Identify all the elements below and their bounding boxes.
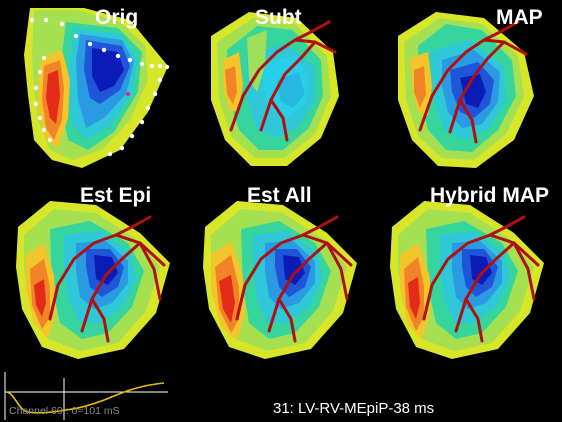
panel-title: Subt bbox=[255, 6, 302, 29]
heart-map-est-all bbox=[203, 201, 357, 359]
panel-orig: Orig bbox=[0, 0, 187, 185]
heart-map-orig bbox=[24, 8, 170, 168]
panel-title: Est Epi bbox=[80, 184, 152, 207]
panel-est-all: Est All bbox=[187, 183, 374, 368]
heart-map-hybrid-map bbox=[390, 201, 544, 359]
signal-trace bbox=[4, 372, 168, 420]
panel-title: MAP bbox=[496, 6, 543, 29]
frame-label: 31: LV-RV-MEpiP-38 ms bbox=[273, 400, 435, 417]
panel-title: Est All bbox=[247, 184, 312, 207]
panel-subt: Subt bbox=[187, 0, 374, 185]
panel-hybrid-map: Hybrid MAP bbox=[374, 183, 561, 368]
panel-title: Hybrid MAP bbox=[430, 184, 550, 207]
heart-map-map bbox=[398, 12, 534, 168]
heart-map-subt bbox=[211, 12, 339, 166]
trace-waveform bbox=[5, 382, 165, 414]
panel-map: MAP bbox=[374, 0, 561, 185]
heart-map-est-epi bbox=[16, 201, 170, 359]
panel-title: Orig bbox=[95, 6, 139, 29]
trace-label: Channel 69 : 0=101 mS bbox=[9, 405, 120, 417]
panel-est-epi: Est Epi bbox=[0, 183, 187, 368]
